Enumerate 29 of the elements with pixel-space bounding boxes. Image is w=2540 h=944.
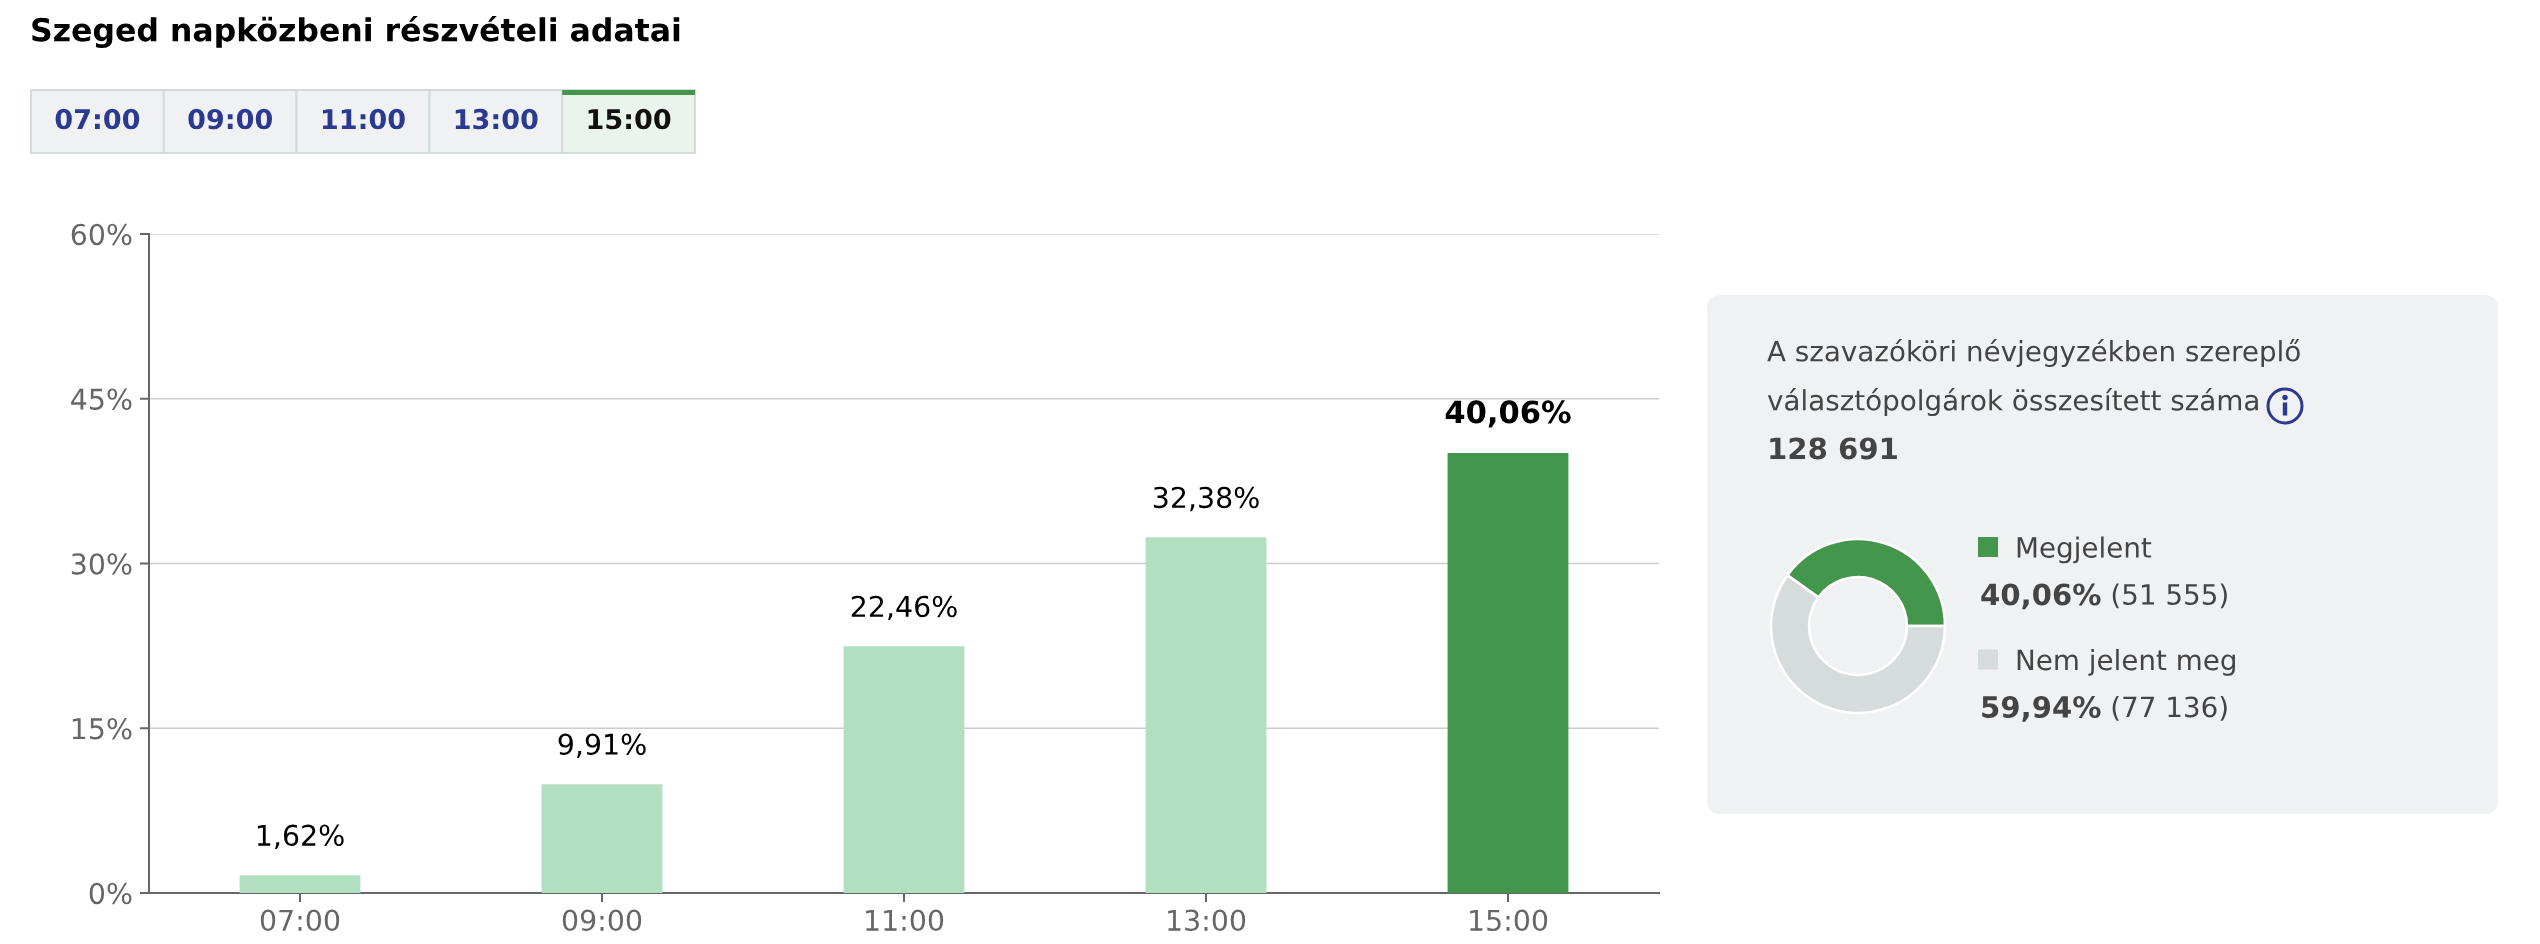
y-tick-label: 30% <box>71 553 132 575</box>
x-tick-label: 07:00 <box>260 909 340 932</box>
category-label: 09:00 <box>188 108 273 130</box>
y-tick-label: 15% <box>72 717 132 740</box>
chart-title: A szavazóköri névjegyzékben szereplő választópolgárok összesített száma <box>1767 339 2300 417</box>
x-tick-label: 09:00 <box>562 909 642 932</box>
x-tick-label: 15:00 <box>1470 909 1548 932</box>
y-tick-label: 60% <box>71 223 132 246</box>
data-label: 9,91% <box>558 733 646 758</box>
chart-title: Szeged napközbeni részvételi adatai <box>32 15 680 49</box>
data-label: 40,06% <box>1445 400 1571 428</box>
category-label: 15:00 <box>588 108 671 130</box>
data-label: 59,94% <box>1982 695 2101 722</box>
legend-label: Nem jelent meg <box>2017 648 2235 676</box>
data-label: 22,46% <box>851 595 957 621</box>
y-tick-label: 0% <box>89 882 132 905</box>
y-tick-label: 45% <box>71 388 132 410</box>
x-tick-label: 11:00 <box>866 909 944 932</box>
x-tick-label: 13:00 <box>1168 909 1246 932</box>
category-label: 11:00 <box>322 108 405 130</box>
text: (51 555) <box>2112 583 2227 609</box>
data-label: 1,62% <box>257 824 344 849</box>
text: (77 136) <box>2112 695 2227 721</box>
data-label: 32,38% <box>1153 486 1259 512</box>
chart-subtitle: 128 691 <box>1770 437 1897 460</box>
category-label: 07:00 <box>55 108 140 130</box>
legend-label: Megjelent <box>2017 536 2152 564</box>
category-label: 13:00 <box>455 108 538 130</box>
data-label: 40,06% <box>1981 583 2101 610</box>
